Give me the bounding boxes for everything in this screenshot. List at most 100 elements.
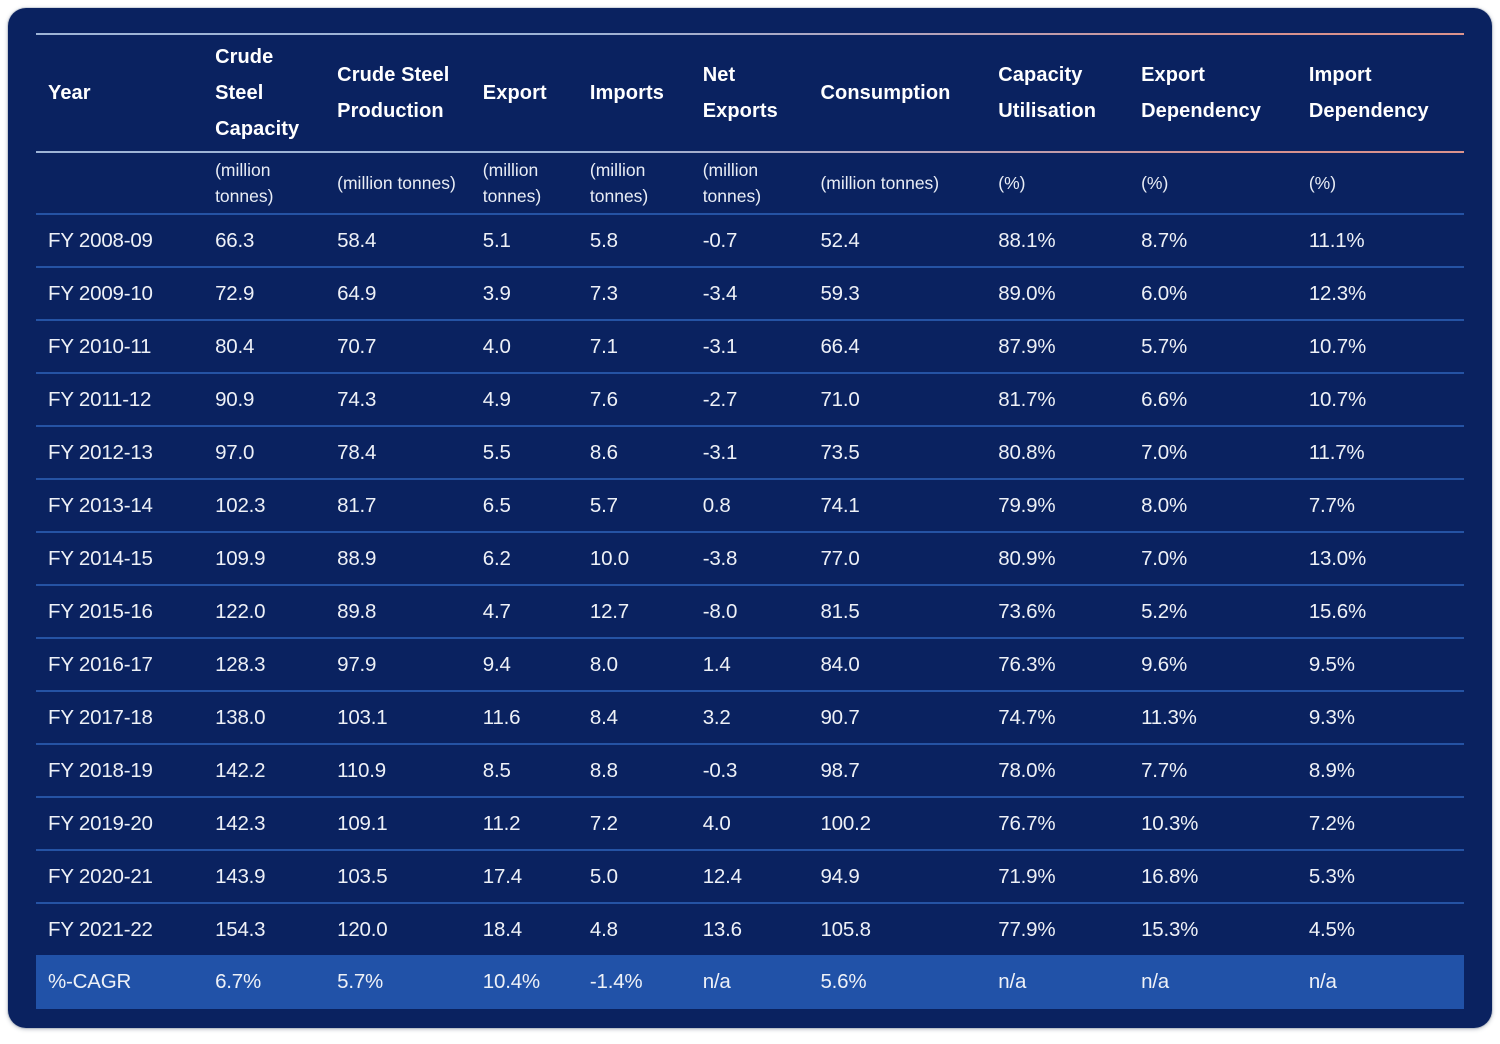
value-cell: 72.9 <box>215 281 255 305</box>
year-cell: FY 2014-15 <box>48 546 153 570</box>
year-cell: FY 2011-12 <box>48 387 152 411</box>
value-cell: 103.5 <box>337 864 388 888</box>
value-cell: 78.4 <box>337 440 377 464</box>
value-cell: 15.3% <box>1141 917 1199 941</box>
value-cell: 97.9 <box>337 652 377 676</box>
value-cell: 5.0 <box>589 864 618 888</box>
value-cell: 4.8 <box>589 917 618 941</box>
value-cell: 71.0 <box>820 387 860 411</box>
value-cell: 97.0 <box>215 440 255 464</box>
column-unit-imports: (million tonnes) <box>589 160 649 206</box>
column-unit-net-exports: (million tonnes) <box>702 160 762 206</box>
value-cell: 90.7 <box>820 705 860 729</box>
value-cell: 59.3 <box>820 281 860 305</box>
value-cell: 11.6 <box>482 705 521 729</box>
value-cell: 4.9 <box>482 387 511 411</box>
value-cell: 4.7 <box>482 599 511 623</box>
value-cell: 10.7% <box>1308 387 1366 411</box>
value-cell: 16.8% <box>1141 864 1199 888</box>
year-cell: FY 2020-21 <box>48 864 153 888</box>
value-cell: 9.5% <box>1308 652 1355 676</box>
value-cell: 7.3 <box>589 281 618 305</box>
value-cell: 64.9 <box>337 281 377 305</box>
column-header-net-exports: Net Exports <box>702 64 778 122</box>
value-cell: 74.7% <box>998 705 1056 729</box>
value-cell: 88.1% <box>998 228 1056 252</box>
value-cell: 7.7% <box>1308 493 1355 517</box>
row-divider <box>36 849 1464 851</box>
cagr-value-cell: 6.7% <box>203 955 326 1009</box>
value-cell: -3.8 <box>702 546 738 570</box>
value-cell: -8.0 <box>702 599 738 623</box>
row-divider <box>36 319 1464 321</box>
cagr-value-cell: 10.4% <box>470 955 578 1009</box>
value-cell: 5.1 <box>482 228 511 252</box>
value-cell: 122.0 <box>215 599 266 623</box>
value-cell: 70.7 <box>337 334 377 358</box>
value-cell: -0.7 <box>702 228 738 252</box>
year-cell: FY 2012-13 <box>48 440 153 464</box>
year-cell: FY 2017-18 <box>48 705 153 729</box>
value-cell: 7.7% <box>1141 758 1187 782</box>
value-cell: 5.7% <box>1141 334 1187 358</box>
value-cell: 66.3 <box>215 228 255 252</box>
column-unit-capacity-utilisation: (%) <box>998 173 1026 193</box>
value-cell: 8.6 <box>589 440 618 464</box>
value-cell: -0.3 <box>702 758 738 782</box>
cagr-value-cell: n/a <box>1129 955 1297 1009</box>
cagr-value-cell: -1.4% <box>577 955 691 1009</box>
row-divider <box>36 796 1464 798</box>
value-cell: 11.2 <box>482 811 521 835</box>
column-header-export-dependency: Export Dependency <box>1141 64 1261 122</box>
value-cell: 98.7 <box>820 758 860 782</box>
value-cell: 6.5 <box>482 493 511 517</box>
value-cell: -3.1 <box>702 334 738 358</box>
row-divider <box>36 902 1464 904</box>
value-cell: 81.7 <box>337 493 377 517</box>
value-cell: 6.2 <box>482 546 511 570</box>
value-cell: 8.4 <box>589 705 618 729</box>
value-cell: 8.8 <box>589 758 618 782</box>
value-cell: -3.1 <box>702 440 738 464</box>
value-cell: 9.6% <box>1141 652 1187 676</box>
value-cell: 71.9% <box>998 864 1056 888</box>
value-cell: 13.6 <box>702 917 742 941</box>
year-cell: FY 2009-10 <box>48 281 153 305</box>
value-cell: 7.2 <box>589 811 618 835</box>
column-header-year: Year <box>48 82 91 104</box>
value-cell: 90.9 <box>215 387 255 411</box>
column-unit-crude-steel-capacity: (million tonnes) <box>215 160 274 206</box>
column-header-export: Export <box>482 82 547 104</box>
column-unit-export: (million tonnes) <box>482 160 542 206</box>
value-cell: 58.4 <box>337 228 377 252</box>
value-cell: 7.0% <box>1141 546 1187 570</box>
value-cell: 80.9% <box>998 546 1056 570</box>
year-cell: FY 2021-22 <box>48 917 153 941</box>
value-cell: 74.1 <box>820 493 860 517</box>
row-divider <box>36 213 1464 215</box>
value-cell: 11.3% <box>1141 705 1197 729</box>
value-cell: 84.0 <box>820 652 860 676</box>
value-cell: 7.1 <box>589 334 618 358</box>
value-cell: 10.0 <box>589 546 629 570</box>
value-cell: 81.5 <box>820 599 860 623</box>
value-cell: 102.3 <box>215 493 266 517</box>
column-header-import-dependency: Import Dependency <box>1308 64 1429 122</box>
value-cell: 10.7% <box>1308 334 1366 358</box>
row-divider <box>36 372 1464 374</box>
value-cell: 94.9 <box>820 864 860 888</box>
value-cell: 0.8 <box>702 493 731 517</box>
value-cell: 8.0% <box>1141 493 1187 517</box>
steel-statistics-card: Year Crude Steel Capacity Crude Steel Pr… <box>8 8 1492 1028</box>
value-cell: 74.3 <box>337 387 377 411</box>
value-cell: 109.9 <box>215 546 266 570</box>
cagr-value-cell: 5.7% <box>325 955 471 1009</box>
value-cell: 8.9% <box>1308 758 1355 782</box>
column-unit-consumption: (million tonnes) <box>820 173 940 193</box>
value-cell: 89.0% <box>998 281 1056 305</box>
column-header-crude-steel-capacity: Crude Steel Capacity <box>215 46 300 140</box>
value-cell: 17.4 <box>482 864 522 888</box>
value-cell: 4.0 <box>702 811 731 835</box>
value-cell: 15.6% <box>1308 599 1366 623</box>
value-cell: 73.5 <box>820 440 860 464</box>
